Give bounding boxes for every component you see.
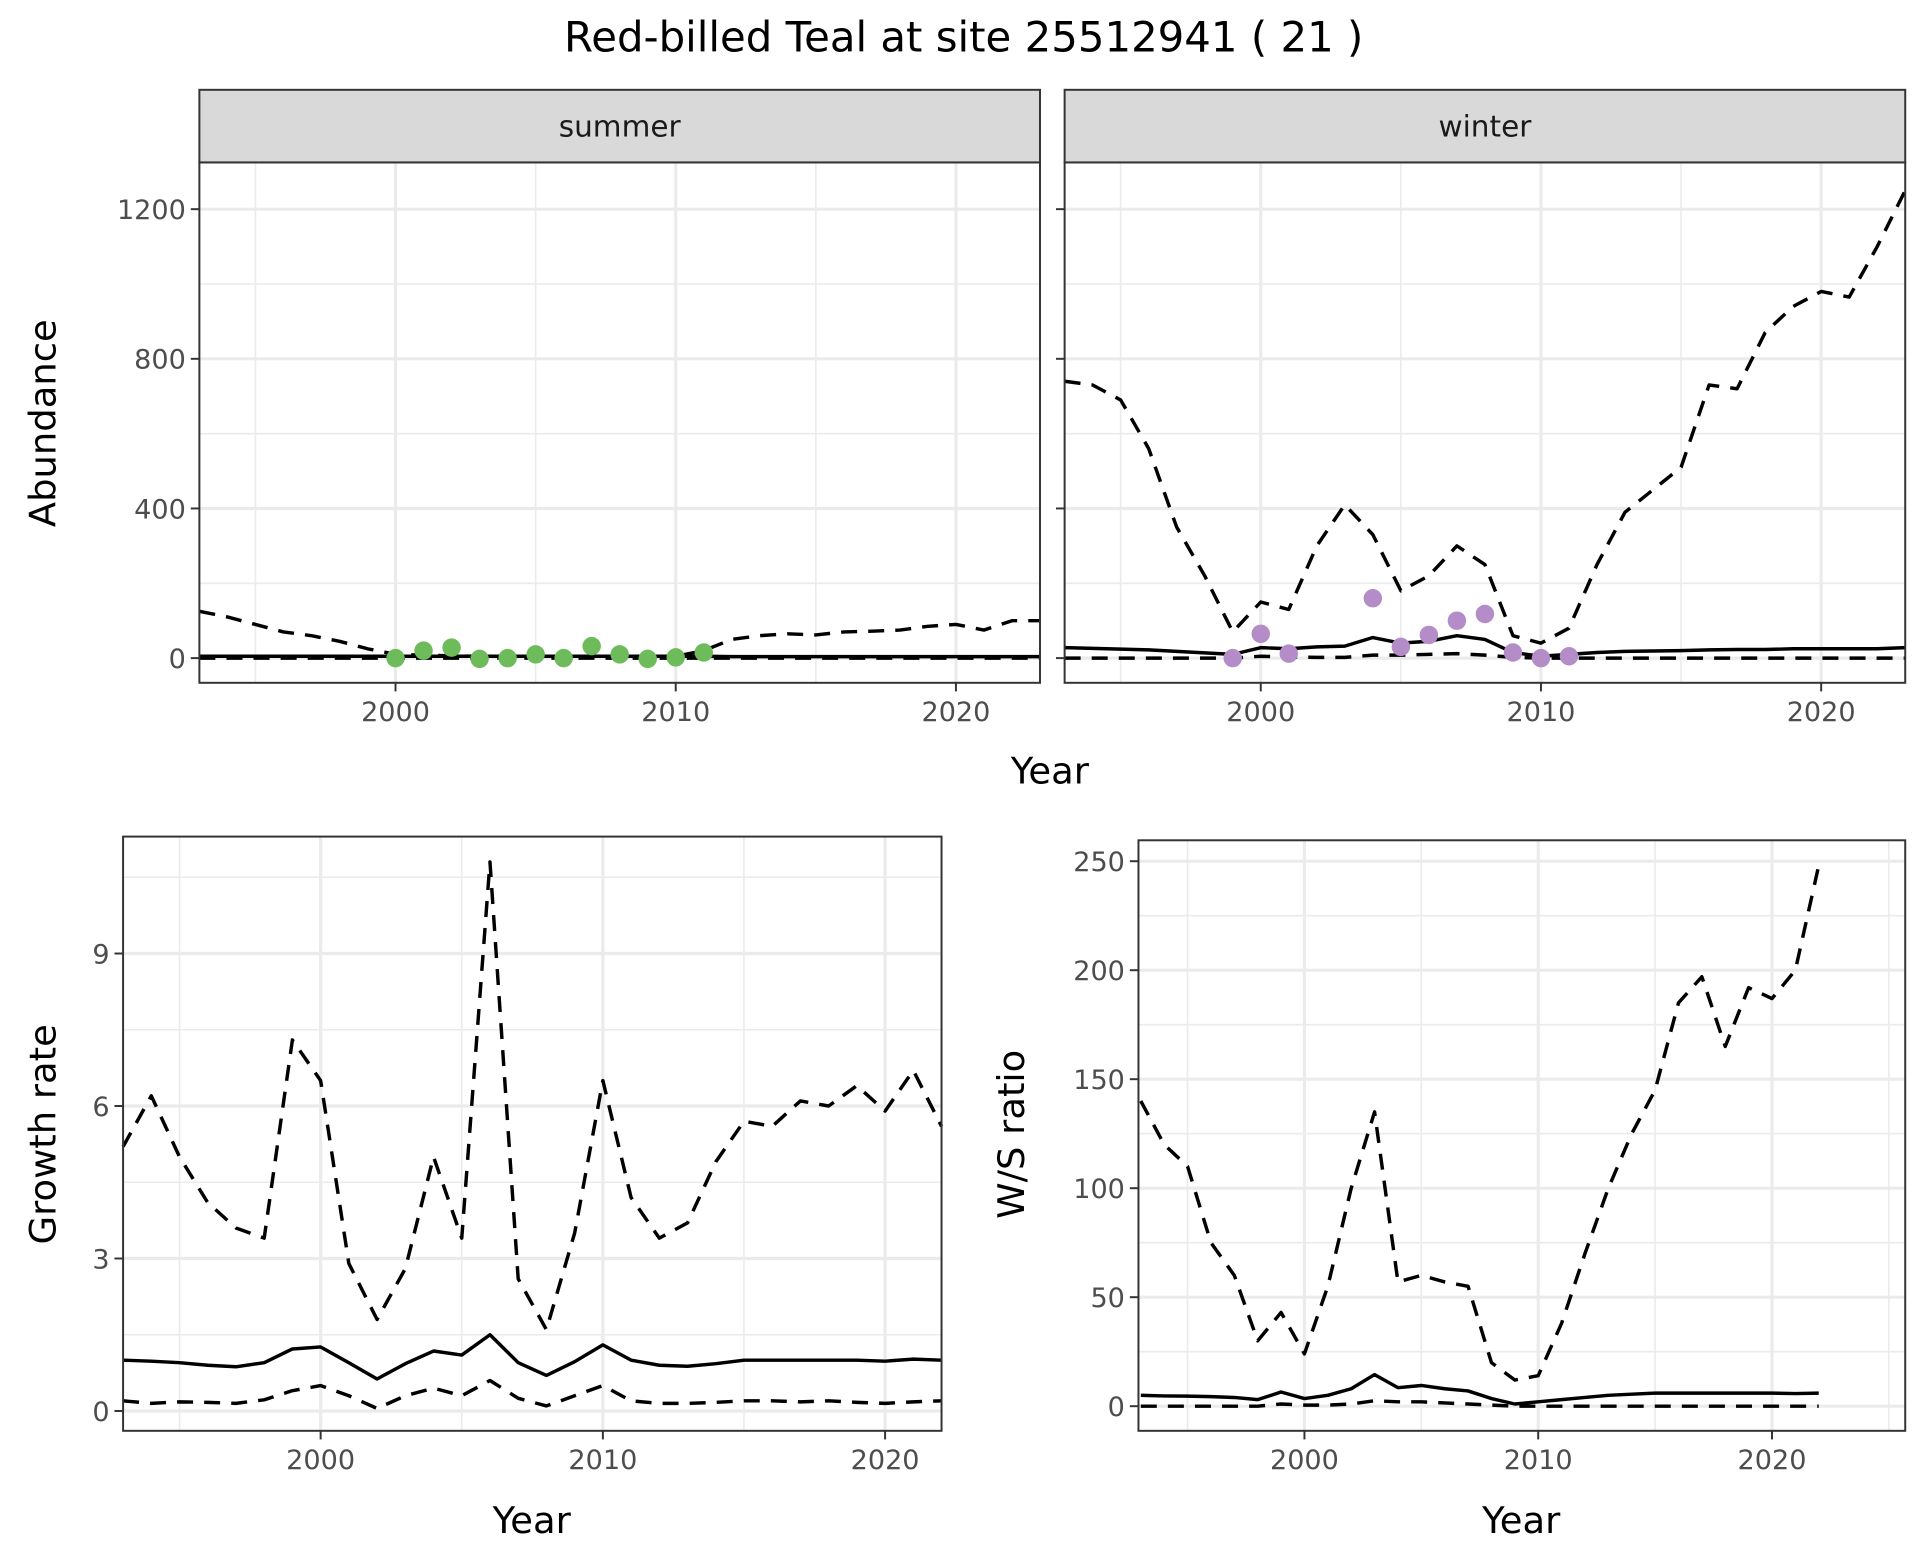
y-tick-label: 0	[169, 644, 186, 675]
panel-panel3: 2000 2010 2020 0 50 100 150 200 250	[1073, 839, 1907, 1476]
y-tick-label: 800	[134, 345, 186, 376]
panel-winter: winter 2000 2010 2020	[1056, 88, 1907, 728]
panel-background	[1138, 840, 1906, 1431]
x-tick-label: 2000	[361, 697, 430, 728]
panel-border	[122, 835, 943, 1432]
lower-bound-line	[122, 1378, 942, 1411]
facet-strip-label: summer	[559, 110, 682, 144]
mean-line	[1064, 633, 1906, 658]
y-tick-label: 3	[92, 1244, 109, 1275]
data-point	[1279, 644, 1299, 663]
figure-title: Red-billed Teal at site 25512941 ( 21 )	[564, 13, 1363, 62]
x-tick-label: 2020	[921, 697, 990, 728]
y-tick-label: 400	[134, 494, 186, 525]
data-point	[498, 648, 517, 668]
x-tick-label: 2000	[286, 1445, 355, 1476]
x-tick-label: 2020	[1787, 697, 1856, 728]
data-point	[1559, 647, 1579, 666]
data-point	[1503, 643, 1523, 662]
x-tick-label: 2010	[1507, 697, 1576, 728]
x-axis-title-top: Year	[1010, 750, 1090, 793]
x-tick-label: 2010	[1504, 1445, 1573, 1476]
x-tick-label: 2020	[851, 1445, 920, 1476]
data-point	[1531, 648, 1551, 668]
y-tick-label: 150	[1073, 1065, 1125, 1096]
y-tick-label: 9	[92, 939, 109, 970]
y-axis-title-ratio: W/S ratio	[990, 1050, 1033, 1219]
upper-bound-line	[1064, 189, 1907, 645]
facet-strip	[198, 88, 1041, 164]
data-point	[386, 648, 405, 668]
data-point	[582, 636, 601, 656]
panel-summer: summer 2000 2010 2020 0 400 800 1200	[117, 88, 1041, 728]
panel-background	[123, 836, 942, 1431]
upper-bound-line	[121, 860, 944, 1332]
panel-border	[1137, 839, 1907, 1432]
data-point	[554, 648, 573, 668]
data-point	[1223, 648, 1242, 668]
y-tick-label: 0	[1108, 1392, 1125, 1423]
y-tick-label: 1200	[117, 195, 186, 226]
data-point	[1251, 624, 1270, 644]
data-point	[442, 638, 461, 657]
y-axis-title-growth: Growth rate	[21, 1024, 64, 1244]
data-point	[610, 645, 629, 664]
x-tick-label: 2000	[1226, 697, 1295, 728]
mean-line	[1140, 1372, 1819, 1406]
panel-panel2: 2000 2010 2020 0 3 6 9	[92, 835, 944, 1476]
data-point	[1475, 604, 1495, 624]
upper-bound-line	[199, 609, 1040, 658]
facet-strip-label: winter	[1438, 110, 1532, 144]
y-tick-label: 250	[1073, 847, 1125, 878]
y-tick-label: 200	[1073, 956, 1125, 987]
x-axis-title-ratio: Year	[1481, 1499, 1561, 1542]
lower-bound-line	[1140, 1399, 1819, 1408]
y-tick-label: 50	[1090, 1283, 1124, 1314]
facet-strip	[1063, 88, 1907, 164]
data-point	[1391, 637, 1411, 657]
y-tick-label: 0	[92, 1397, 109, 1428]
y-tick-label: 100	[1073, 1174, 1125, 1205]
x-tick-label: 2010	[641, 697, 710, 728]
data-point	[526, 645, 545, 664]
x-tick-label: 2000	[1270, 1445, 1339, 1476]
mean-line	[123, 1333, 942, 1381]
x-axis-title-growth: Year	[492, 1499, 572, 1542]
data-point	[666, 648, 685, 667]
x-tick-label: 2020	[1738, 1445, 1807, 1476]
upper-bound-line	[1139, 865, 1821, 1382]
data-point	[1419, 625, 1439, 645]
panel-background	[1064, 162, 1906, 683]
data-point	[638, 649, 657, 669]
data-point	[470, 649, 489, 669]
data-point	[414, 641, 433, 660]
x-tick-label: 2010	[568, 1445, 637, 1476]
y-tick-label: 6	[92, 1092, 109, 1123]
panel-background	[199, 162, 1040, 683]
data-point	[694, 643, 713, 662]
data-point	[1363, 589, 1383, 608]
lower-bound-line	[1064, 651, 1906, 660]
data-point	[1447, 611, 1467, 630]
y-axis-title-abundance: Abundance	[21, 319, 64, 527]
